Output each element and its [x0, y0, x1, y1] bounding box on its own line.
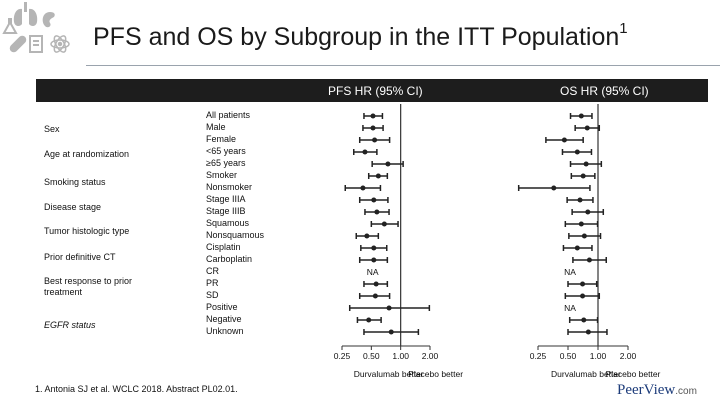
placebo-better-label: Placebo better: [408, 369, 463, 379]
hr-point: [372, 293, 378, 299]
hr-point: [581, 233, 587, 239]
group-label-smoking: Smoking status: [44, 177, 106, 187]
subgroup-label: SD: [206, 290, 219, 300]
subgroup-label: CR: [206, 266, 219, 276]
hr-point: [574, 245, 580, 251]
subgroup-label: Cisplatin: [206, 242, 241, 252]
hr-point: [580, 281, 586, 287]
tick-label: 0.50: [363, 351, 380, 361]
subgroup-label: Female: [206, 134, 237, 144]
hr-point: [371, 245, 377, 251]
tick-label: 0.25: [530, 351, 547, 361]
hr-point: [372, 137, 378, 143]
durvalumab-better-label: Durvalumab better: [551, 369, 621, 379]
group-label-histology: Tumor histologic type: [44, 226, 130, 236]
group-label-prior-ct: Prior definitive CT: [44, 252, 116, 262]
hr-point: [574, 149, 580, 155]
subgroup-label: Squamous: [206, 218, 250, 228]
hr-point: [370, 125, 376, 131]
subgroup-label: Smoker: [206, 170, 238, 180]
group-label-best-response: Best response to prior treatment: [44, 276, 133, 297]
group-label-egfr: EGFR status: [44, 320, 96, 330]
hr-point: [375, 173, 381, 179]
hr-point: [577, 197, 583, 203]
document-icon: [29, 35, 43, 53]
tick-label: 2.00: [620, 351, 637, 361]
hr-point: [370, 113, 376, 119]
hr-point: [551, 185, 557, 191]
group-label-sex: Sex: [44, 124, 60, 134]
kidney-icon: [42, 12, 55, 28]
hr-point: [371, 257, 377, 263]
lungs-icon: [13, 2, 38, 27]
subgroup-label: All patients: [206, 110, 251, 120]
tick-label: 1.00: [392, 351, 409, 361]
hr-point: [578, 221, 584, 227]
hr-point: [584, 125, 590, 131]
hr-point: [386, 305, 392, 311]
hr-point: [583, 161, 589, 167]
subgroup-label: Negative: [206, 314, 242, 324]
hr-point: [585, 209, 591, 215]
group-label-stage: Disease stage: [44, 202, 102, 212]
hr-point: [388, 329, 394, 335]
subgroup-label: Male: [206, 122, 226, 132]
subgroup-label: Nonsquamous: [206, 230, 265, 240]
hr-point: [580, 173, 586, 179]
hr-point: [374, 209, 380, 215]
tick-label: 1.00: [590, 351, 607, 361]
hr-point: [561, 137, 567, 143]
hr-point: [586, 257, 592, 263]
na-label: NA: [367, 267, 379, 277]
placebo-better-label: Placebo better: [606, 369, 661, 379]
hr-point: [585, 329, 591, 335]
peerview-logo: PeerView.com: [617, 382, 697, 398]
os-column-header: OS HR (95% CI): [560, 84, 649, 98]
durvalumab-better-label: Durvalumab better: [354, 369, 424, 379]
table-header-bar: PFS HR (95% CI) OS HR (95% CI): [36, 79, 708, 102]
hr-point: [364, 233, 370, 239]
subgroup-label: Stage IIIA: [206, 194, 246, 204]
hr-point: [578, 113, 584, 119]
medical-logo-cluster: [0, 0, 80, 70]
hr-point: [366, 317, 372, 323]
subgroup-label: <65 years: [206, 146, 246, 156]
hr-point: [373, 281, 379, 287]
pfs-column-header: PFS HR (95% CI): [328, 84, 423, 98]
atom-icon: [50, 35, 70, 53]
slide-title: PFS and OS by Subgroup in the ITT Popula…: [93, 20, 628, 51]
hr-point: [362, 149, 368, 155]
subgroup-label: ≥65 years: [206, 158, 246, 168]
subgroup-label: Positive: [206, 302, 238, 312]
pill-icon: [9, 35, 27, 53]
flask-icon: [2, 18, 18, 34]
subgroup-label: Stage IIIB: [206, 206, 246, 216]
subgroup-label: Carboplatin: [206, 254, 253, 264]
hr-point: [581, 317, 587, 323]
tick-label: 2.00: [422, 351, 439, 361]
subgroup-label: PR: [206, 278, 219, 288]
hr-point: [381, 221, 387, 227]
hr-point: [360, 185, 366, 191]
tick-label: 0.50: [560, 351, 577, 361]
title-divider: [86, 65, 720, 66]
tick-label: 0.25: [334, 351, 351, 361]
na-label: NA: [564, 303, 576, 313]
hr-point: [580, 293, 586, 299]
hr-point: [385, 161, 391, 167]
group-label-age: Age at randomization: [44, 149, 130, 159]
subgroup-label: Unknown: [206, 326, 244, 336]
hr-point: [371, 197, 377, 203]
na-label: NA: [564, 267, 576, 277]
subgroup-label: Nonsmoker: [206, 182, 253, 192]
footnote: 1. Antonia SJ et al. WCLC 2018. Abstract…: [35, 384, 238, 394]
